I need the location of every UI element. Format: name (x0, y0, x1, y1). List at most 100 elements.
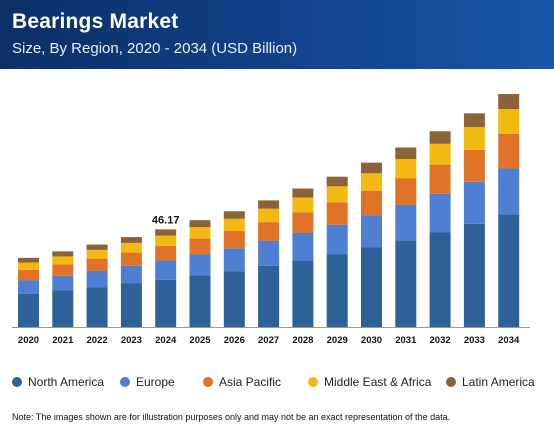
bar-segment-europe-2029 (326, 224, 348, 255)
bar-segment-middle-east-africa-2023 (120, 242, 142, 253)
x-tick-label: 2027 (258, 335, 279, 346)
bar-segment-europe-2027 (258, 240, 280, 266)
x-tick-label: 2020 (18, 335, 39, 346)
legend-item: Latin America (446, 372, 535, 392)
bar-segment-north-america-2022 (86, 287, 108, 327)
bar-segment-middle-east-africa-2022 (86, 249, 108, 259)
bar-segment-europe-2024 (155, 260, 177, 280)
bar-segment-north-america-2024 (155, 279, 177, 327)
bar-segment-asia-pacific-2020 (18, 269, 39, 281)
bar-segment-north-america-2034 (498, 214, 520, 327)
x-tick-label: 2031 (395, 335, 417, 346)
stacked-bar-chart: 2020 2021 2022 2023 2024 46.17 2025 2026 2027 202… (12, 94, 530, 346)
bar-segment-latin-america-2033 (463, 113, 485, 128)
chart-header: Bearings Market Size, By Region, 2020 - … (0, 0, 554, 69)
legend-label: Middle East & Africa (324, 375, 432, 389)
legend-item: Middle East & Africa (308, 372, 431, 392)
bar-segment-north-america-2032 (429, 232, 451, 327)
bar-segment-middle-east-africa-2026 (223, 218, 245, 232)
bar-segment-europe-2022 (86, 270, 108, 288)
bar-segment-europe-2030 (361, 215, 382, 248)
bar-segment-middle-east-africa-2027 (258, 208, 280, 223)
bar-segment-europe-2026 (223, 248, 245, 272)
bar-segment-asia-pacific-2026 (223, 231, 245, 249)
bar-segment-middle-east-africa-2033 (463, 127, 485, 150)
bar-segment-asia-pacific-2031 (395, 178, 417, 205)
bar-segment-middle-east-africa-2024 (155, 235, 177, 247)
bar-segment-north-america-2030 (361, 247, 382, 327)
x-tick-label: 2023 (121, 335, 142, 346)
x-tick-label: 2029 (327, 335, 348, 346)
chart-legend: North America Europe Asia Pacific Middle Ea… (0, 372, 554, 392)
bar-segment-middle-east-africa-2028 (292, 197, 314, 213)
bar-segment-europe-2032 (429, 193, 451, 233)
bar-segment-asia-pacific-2033 (463, 149, 485, 182)
bar-segment-latin-america-2024 (155, 229, 177, 236)
bar-segment-middle-east-africa-2032 (429, 143, 451, 165)
bar-segment-asia-pacific-2032 (429, 164, 451, 194)
x-tick-label: 2034 (498, 335, 520, 346)
bar-segment-latin-america-2020 (18, 257, 39, 263)
bar-segment-asia-pacific-2025 (189, 238, 211, 255)
bar-segment-latin-america-2030 (361, 162, 382, 174)
bar-segment-europe-2020 (18, 280, 39, 294)
bar-segment-north-america-2020 (18, 293, 39, 327)
bar-segment-north-america-2023 (120, 283, 142, 327)
bar-segment-asia-pacific-2027 (258, 222, 280, 241)
legend-item: Asia Pacific (203, 372, 281, 392)
bar-segment-middle-east-africa-2029 (326, 186, 348, 203)
bar-segment-latin-america-2032 (429, 131, 451, 144)
bar-segment-asia-pacific-2022 (86, 258, 108, 271)
legend-item: Europe (120, 372, 175, 392)
x-tick-label: 2022 (87, 335, 108, 346)
x-tick-label: 2030 (361, 335, 382, 346)
legend-label: Latin America (462, 375, 535, 389)
chart-title: Bearings Market (12, 10, 179, 33)
bar-segment-north-america-2021 (52, 290, 74, 327)
x-tick-label: 2021 (52, 335, 74, 346)
bar-segment-middle-east-africa-2031 (395, 159, 417, 179)
x-tick-label: 2028 (292, 335, 313, 346)
x-tick-label: 2026 (224, 335, 245, 346)
legend-swatch (12, 377, 22, 387)
bar-segment-middle-east-africa-2034 (498, 109, 520, 134)
bar-segment-asia-pacific-2028 (292, 212, 314, 233)
bar-segment-north-america-2028 (292, 260, 314, 327)
bar-segment-asia-pacific-2030 (361, 190, 382, 216)
bar-segment-latin-america-2028 (292, 188, 314, 198)
bar-segment-latin-america-2027 (258, 200, 280, 209)
bar-segment-north-america-2031 (395, 240, 417, 327)
legend-label: North America (28, 375, 105, 389)
legend-item: North America (12, 372, 104, 392)
bar-segment-latin-america-2031 (395, 147, 417, 160)
bar-segment-europe-2034 (498, 168, 520, 215)
bar-segment-asia-pacific-2024 (155, 246, 177, 261)
legend-label: Asia Pacific (219, 375, 282, 389)
bar-segment-latin-america-2034 (498, 94, 520, 110)
chart-subtitle: Size, By Region, 2020 - 2034 (USD Billio… (12, 40, 298, 57)
bar-segment-latin-america-2022 (86, 244, 108, 250)
bar-segment-north-america-2026 (223, 271, 245, 327)
data-label: 46.17 (152, 214, 180, 226)
bar-segment-north-america-2025 (189, 275, 211, 327)
bar-segment-middle-east-africa-2025 (189, 227, 211, 239)
bar-segment-europe-2021 (52, 275, 74, 291)
bar-segment-middle-east-africa-2030 (361, 173, 382, 191)
bar-segment-europe-2023 (120, 265, 142, 284)
bar-segment-asia-pacific-2029 (326, 202, 348, 225)
bar-segment-middle-east-africa-2020 (18, 262, 39, 270)
bar-segment-latin-america-2029 (326, 176, 348, 187)
bar-segment-latin-america-2021 (52, 251, 74, 257)
legend-label: Europe (136, 375, 175, 389)
bar-segment-latin-america-2023 (120, 237, 142, 243)
disclaimer-note: Note: The images shown are for illustrat… (12, 412, 451, 422)
bar-segment-north-america-2033 (463, 223, 485, 327)
legend-swatch (120, 377, 130, 387)
bar-segment-asia-pacific-2023 (120, 252, 142, 266)
bar-segment-north-america-2029 (326, 254, 348, 327)
bar-segment-europe-2033 (463, 181, 485, 224)
legend-swatch (446, 377, 456, 387)
bar-segment-europe-2031 (395, 204, 417, 241)
x-tick-label: 2024 (155, 335, 177, 346)
bar-segment-latin-america-2025 (189, 220, 211, 228)
